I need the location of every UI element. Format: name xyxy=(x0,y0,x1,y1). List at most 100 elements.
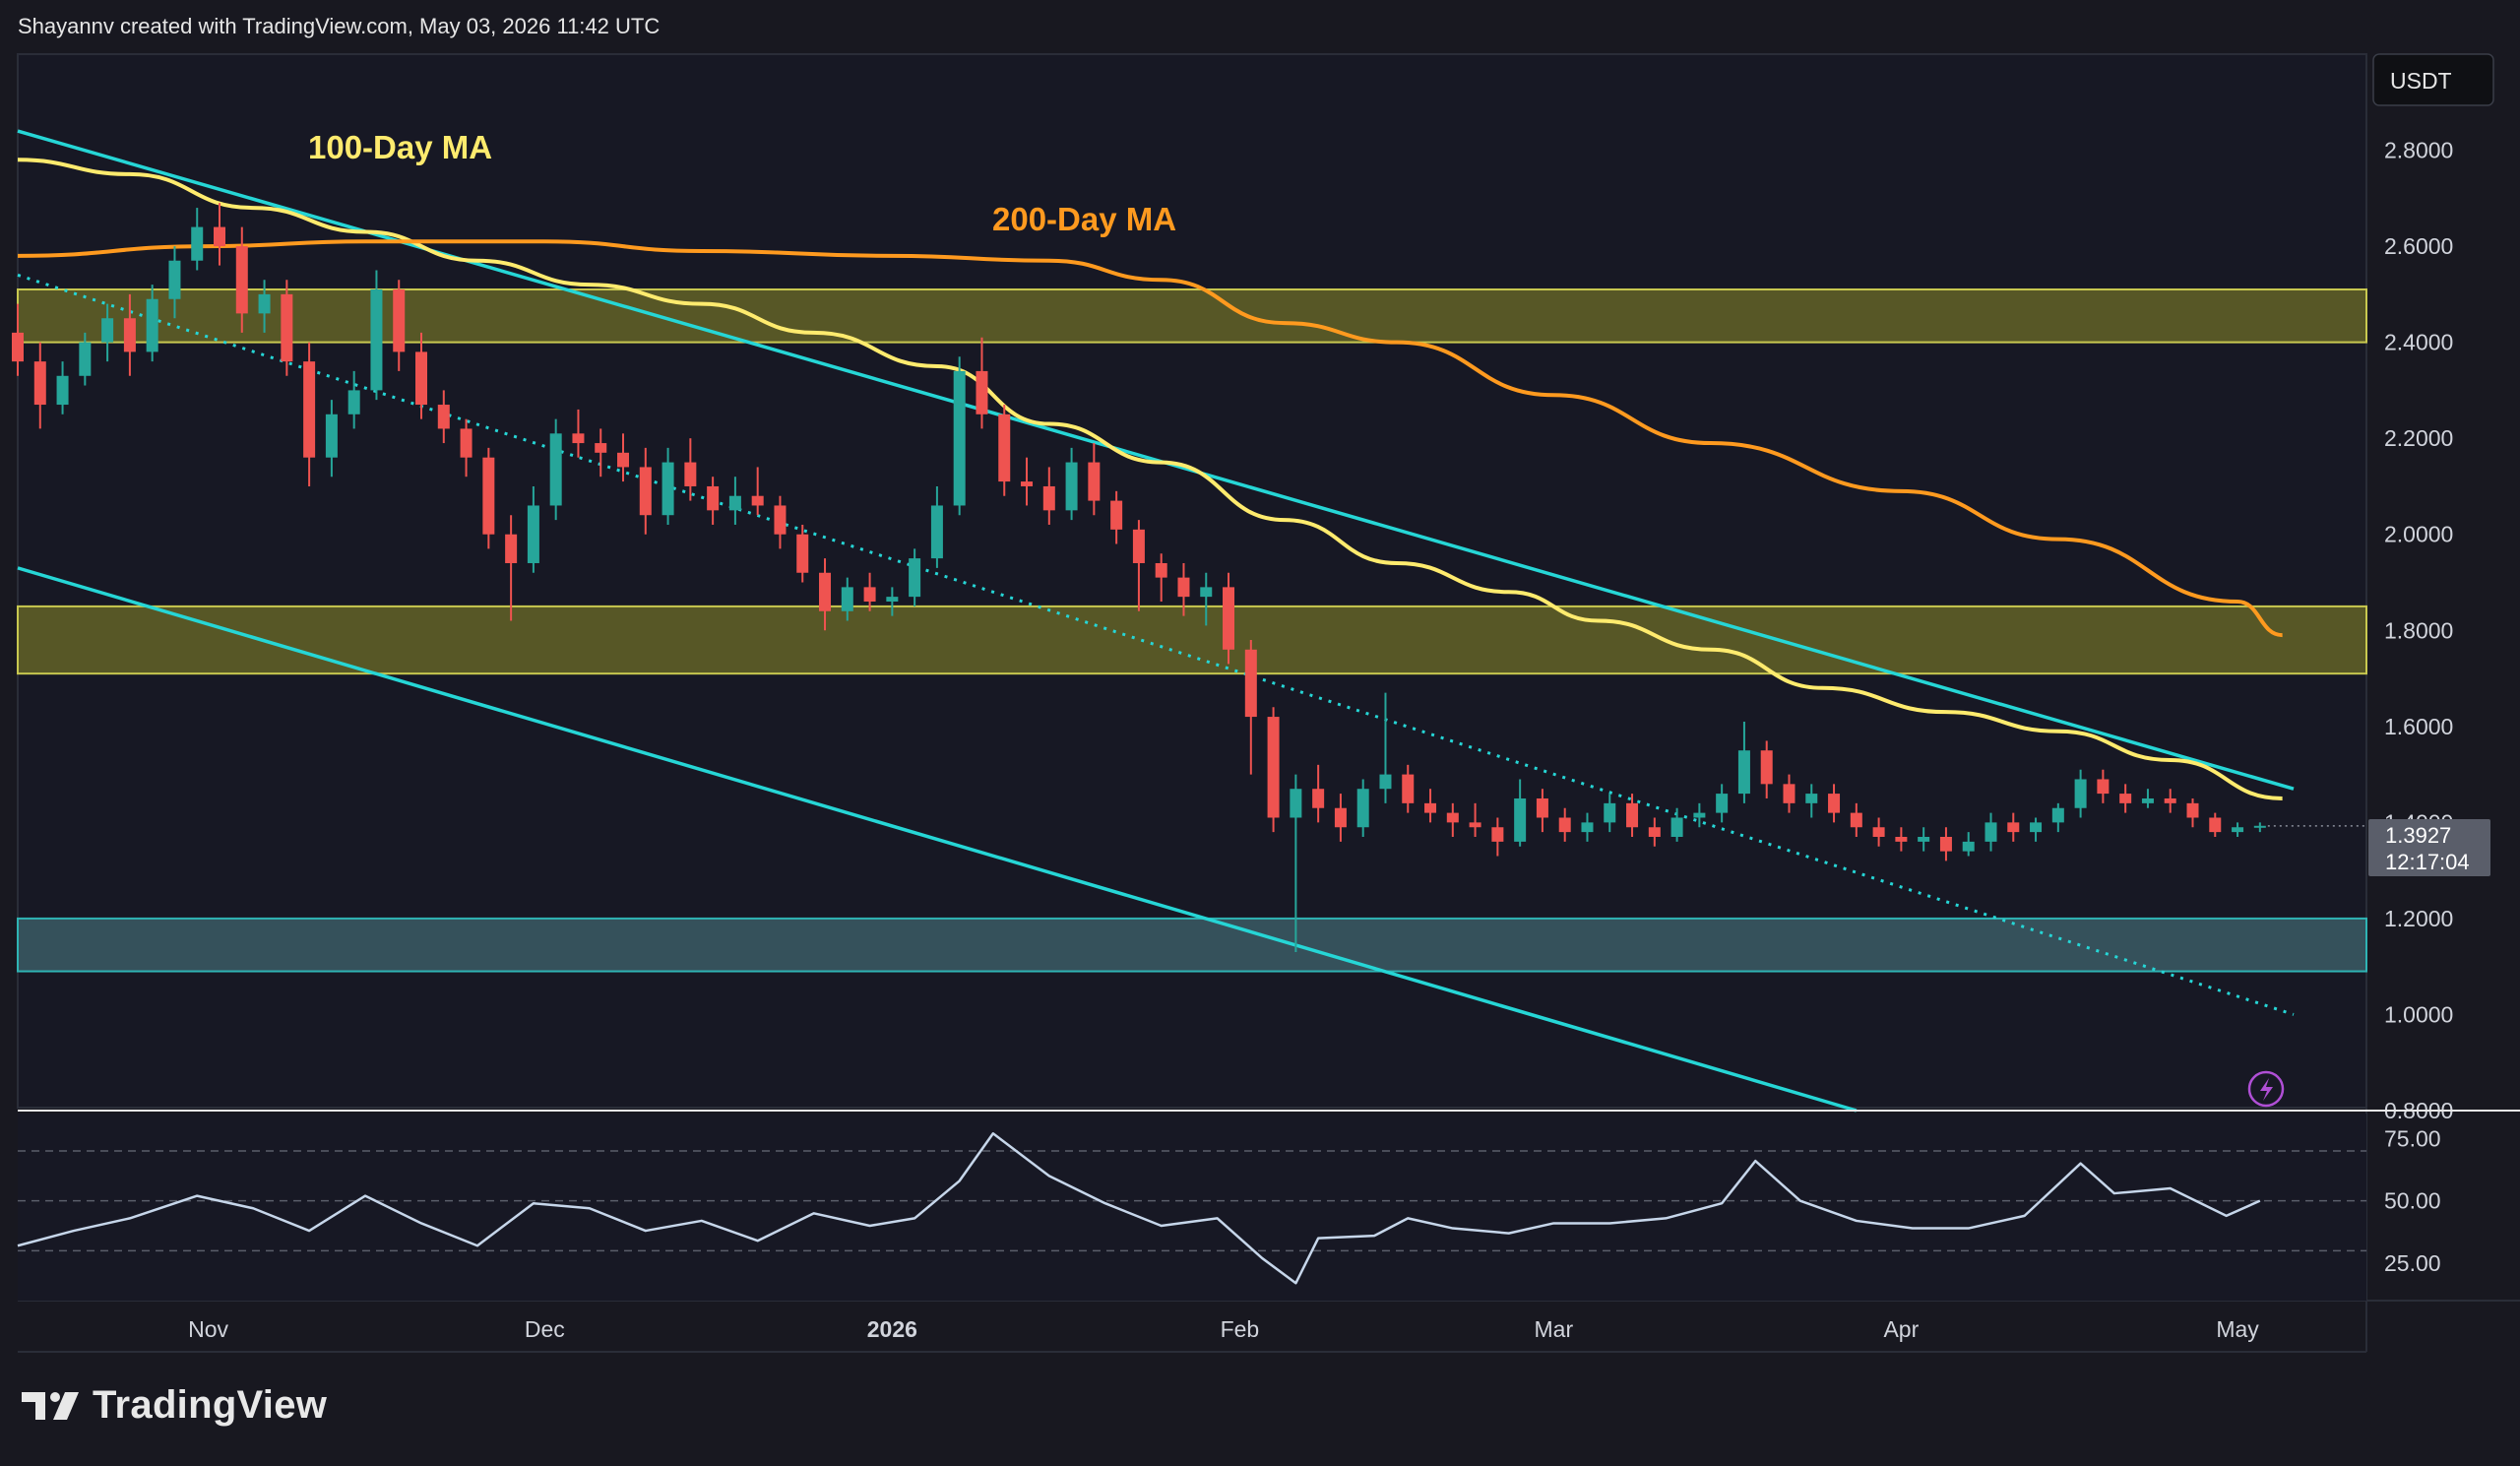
candle[interactable] xyxy=(953,356,966,516)
candle[interactable] xyxy=(1065,447,1078,521)
candle[interactable] xyxy=(1312,764,1325,823)
candle[interactable] xyxy=(79,332,92,386)
candle[interactable] xyxy=(1716,784,1729,823)
candle[interactable] xyxy=(662,447,674,525)
candle[interactable] xyxy=(214,203,226,266)
candle[interactable] xyxy=(1670,807,1683,842)
rsi-line[interactable] xyxy=(17,1132,2261,1285)
candle[interactable] xyxy=(1356,779,1369,837)
candle[interactable] xyxy=(639,447,652,535)
candle[interactable] xyxy=(595,428,607,478)
candle[interactable] xyxy=(1693,802,1706,828)
candle[interactable] xyxy=(1424,789,1437,823)
candle[interactable] xyxy=(1760,740,1773,798)
candle[interactable] xyxy=(482,447,495,549)
candle[interactable] xyxy=(2164,789,2176,813)
candle[interactable] xyxy=(281,280,293,376)
candle[interactable] xyxy=(347,370,360,429)
candle[interactable] xyxy=(1469,802,1481,837)
candle[interactable] xyxy=(1828,784,1841,823)
candle[interactable] xyxy=(684,438,697,501)
candle[interactable] xyxy=(527,485,539,573)
candle[interactable] xyxy=(2007,812,2020,842)
candle[interactable] xyxy=(1783,774,1796,813)
candle[interactable] xyxy=(841,577,853,621)
candle[interactable] xyxy=(796,524,809,583)
candle[interactable] xyxy=(505,515,518,621)
candle[interactable] xyxy=(1984,812,1997,852)
candle[interactable] xyxy=(1536,789,1548,833)
candle[interactable] xyxy=(549,418,562,521)
candle[interactable] xyxy=(1850,802,1862,837)
candle[interactable] xyxy=(415,332,428,419)
lightning-icon[interactable] xyxy=(2247,1070,2285,1108)
candle[interactable] xyxy=(1648,817,1661,847)
candle[interactable] xyxy=(1244,640,1257,775)
candle[interactable] xyxy=(863,572,876,611)
candle[interactable] xyxy=(1581,812,1594,842)
candle[interactable] xyxy=(2051,802,2064,833)
candle[interactable] xyxy=(819,558,832,631)
candle[interactable] xyxy=(1939,827,1952,861)
candle[interactable] xyxy=(976,337,988,429)
candle[interactable] xyxy=(1962,832,1975,857)
candle[interactable] xyxy=(1155,553,1167,603)
candle[interactable] xyxy=(617,433,630,482)
candle[interactable] xyxy=(168,246,181,319)
candle[interactable] xyxy=(1626,794,1639,837)
candle[interactable] xyxy=(909,548,921,606)
candle[interactable] xyxy=(1872,817,1885,847)
candle[interactable] xyxy=(1334,794,1347,842)
candle[interactable] xyxy=(12,303,24,376)
ma200-line[interactable] xyxy=(17,239,2283,638)
candle[interactable] xyxy=(1021,457,1034,506)
candle[interactable] xyxy=(2253,822,2266,833)
candle[interactable] xyxy=(33,342,46,429)
candle[interactable] xyxy=(1267,707,1280,833)
candle[interactable] xyxy=(1223,572,1235,665)
candle[interactable] xyxy=(235,226,248,333)
candle[interactable] xyxy=(1558,807,1571,842)
candle[interactable] xyxy=(258,280,271,333)
candle[interactable] xyxy=(572,409,585,458)
candle[interactable] xyxy=(325,400,338,478)
candle[interactable] xyxy=(460,418,472,478)
candle[interactable] xyxy=(1604,794,1616,833)
trendline-channel-lower[interactable] xyxy=(17,566,1858,1113)
candle[interactable] xyxy=(191,208,204,271)
candle[interactable] xyxy=(774,495,787,549)
candle[interactable] xyxy=(751,467,764,516)
candle[interactable] xyxy=(1491,817,1504,857)
candle[interactable] xyxy=(707,477,720,525)
candle[interactable] xyxy=(1402,764,1415,813)
candle[interactable] xyxy=(2119,784,2132,813)
candle[interactable] xyxy=(56,361,69,414)
candle[interactable] xyxy=(1805,784,1818,818)
candle[interactable] xyxy=(1110,490,1123,544)
candle[interactable] xyxy=(998,405,1011,496)
candle[interactable] xyxy=(303,342,316,486)
candle[interactable] xyxy=(728,477,741,525)
candle[interactable] xyxy=(2030,817,2043,842)
candle[interactable] xyxy=(1514,779,1527,847)
candle[interactable] xyxy=(1200,572,1213,626)
candle[interactable] xyxy=(1290,774,1302,953)
candle[interactable] xyxy=(886,587,899,616)
candle[interactable] xyxy=(1177,562,1190,616)
candle[interactable] xyxy=(437,390,450,444)
candle[interactable] xyxy=(2209,812,2222,837)
candle[interactable] xyxy=(930,485,943,568)
candle[interactable] xyxy=(2232,822,2244,837)
candle[interactable] xyxy=(1132,520,1145,611)
candle[interactable] xyxy=(1379,692,1392,803)
candle[interactable] xyxy=(2074,769,2087,818)
candle[interactable] xyxy=(1895,827,1908,852)
candle[interactable] xyxy=(123,293,136,376)
candle[interactable] xyxy=(2141,789,2154,808)
candle[interactable] xyxy=(146,285,158,362)
currency-button[interactable]: USDT xyxy=(2372,53,2494,106)
candle[interactable] xyxy=(101,303,114,362)
candle[interactable] xyxy=(1088,443,1101,516)
candle[interactable] xyxy=(2097,769,2110,803)
